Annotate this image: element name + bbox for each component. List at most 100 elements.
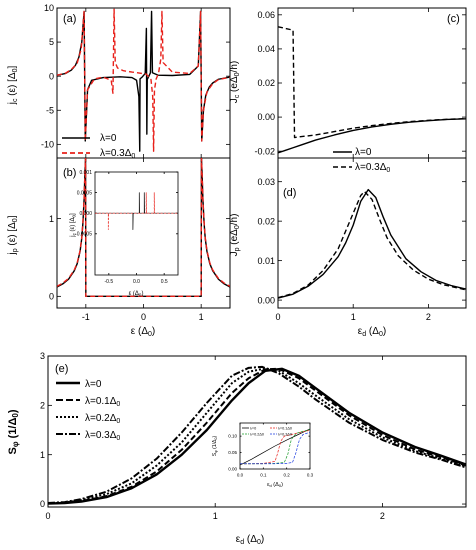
xtick-label-d-0: 0 (275, 312, 280, 322)
panel-d-plot: 0 1 2 0.00 0.01 0.02 0.03 (257, 158, 466, 322)
panel-b-ylabel: jp (ε) [Δ0] (7, 215, 19, 255)
ytick-label-d-0: 0.00 (257, 295, 275, 305)
ytick-label-b-1: 1 (49, 214, 54, 224)
xtick-label-e-2: 2 (380, 511, 385, 521)
legend-e-text-1: λ=0.1Δ0 (85, 396, 120, 408)
ytick-label-e-3: 3 (40, 351, 45, 361)
ytick-label-c-1: 0.00 (257, 112, 275, 122)
xtick-label-d-1: 1 (351, 312, 356, 322)
xtick-label-b-inset-1: 0.0 (133, 279, 140, 285)
panel-c-plot: -0.02 0.00 0.02 0.04 0.06 (254, 8, 466, 158)
einset-legend-text-2: λ=0.2Δ0 (250, 433, 264, 437)
xtick-label-e-0: 0 (45, 511, 50, 521)
series-b-1 (57, 158, 230, 298)
legend-e-text-0: λ=0 (85, 379, 102, 390)
panel-b-inset-xlabel: ε (Δ0) (129, 291, 144, 298)
panel-e-ylabel: Sφ (1/Δ0) (7, 409, 20, 454)
ytick-label-b-0: 0 (49, 291, 54, 301)
ytick-label-e-inset-1: 0.05 (228, 450, 237, 455)
ytick-label-c-0: -0.02 (254, 146, 275, 156)
ytick-label-c-4: 0.06 (257, 10, 275, 20)
panel-e-inset-ylabel: Sφ (1/Δ0) (212, 435, 218, 456)
series-e-1 (48, 367, 466, 505)
ytick-label-e-1: 1 (40, 450, 45, 460)
ytick-label-b-inset-3: 0.001 (79, 170, 92, 176)
panel-b-xlabel: ε (Δ0) (131, 326, 156, 338)
ytick-label-e-0: 0 (40, 499, 45, 509)
xtick-label-d-2: 2 (426, 312, 431, 322)
ytick-label-b-inset-0: -0.0005 (75, 232, 92, 238)
ytick-label-b-inset-1: 0.000 (79, 211, 92, 217)
xtick-label-b-0: -1 (82, 312, 90, 322)
panel-b: -1 0 1 0 1 (b) jp (ε) [Δ0] ε (Δ0) -0.5 0.0 0.5… (7, 157, 231, 338)
panel-e-inset-legend: λ=0 λ=0.1Δ0 λ=0.2Δ0 λ=0.3Δ0 (242, 427, 292, 437)
ytick-label-c-2: 0.02 (257, 78, 275, 88)
series-b-inset-1 (95, 192, 178, 231)
panel-a-ylabel: jc (ε) [Δ0] (7, 66, 19, 106)
xtick-label-e-1: 1 (213, 511, 218, 521)
einset-legend-text-3: λ=0.3Δ0 (278, 433, 292, 437)
panel-b-label: (b) (63, 167, 76, 179)
panel-b-inset-frame (94, 171, 179, 276)
panel-c-frame (277, 7, 467, 159)
xtick-label-e-inset-3: 0.3 (307, 473, 314, 478)
xtick-label-e-inset-2: 0.2 (284, 473, 291, 478)
ytick-label-b-inset-2: 0.0005 (77, 190, 93, 196)
series-e-inset-3 (240, 431, 310, 465)
panel-d-ylabel: Jp (eΔ0/h) (229, 214, 241, 257)
ytick-label-e-2: 2 (40, 400, 45, 410)
panel-e-frame (47, 355, 467, 508)
ytick-label-a-4: 10 (44, 3, 54, 13)
panel-e-xlabel: εd (Δ0) (236, 534, 264, 546)
xtick-label-b-1: 0 (141, 312, 146, 322)
panel-b-inset-ylabel: jc (ε) [Δ0] (70, 213, 77, 238)
ytick-label-a-3: 5 (49, 37, 54, 47)
panel-b-plot: -1 0 1 0 1 (49, 158, 230, 322)
panel-a-label: (a) (63, 13, 76, 25)
legend-e-text-3: λ=0.3Δ0 (85, 430, 120, 442)
panel-c-label: (c) (447, 13, 460, 25)
ytick-label-a-0: -10 (41, 140, 54, 150)
series-b-inset-0 (95, 192, 178, 231)
panel-b-inset-plot: -0.5 0.0 0.5 -0.0005 0.000 0.0005 0.001 (75, 170, 178, 285)
einset-legend-text-1: λ=0.1Δ0 (278, 427, 292, 431)
series-a-0 (57, 10, 230, 152)
ytick-label-c-3: 0.04 (257, 44, 275, 54)
panel-c-ylabel: Jc (eΔ0/h) (229, 61, 241, 103)
xtick-label-b-inset-0: -0.5 (105, 279, 114, 285)
legend-c-text-1: λ=0.3Δ0 (355, 162, 390, 174)
ytick-label-e-inset-2: 0.10 (228, 434, 237, 439)
panel-d: 0 1 2 0.00 0.01 0.02 0.03 (d) Jp (eΔ0/h) εd (Δ… (229, 157, 467, 338)
panel-d-frame (277, 157, 467, 309)
legend-a-text-1: λ=0.3Δ0 (100, 148, 135, 160)
panel-c: -0.02 0.00 0.02 0.04 0.06 (c) λ=0 λ=0.3Δ0 Jc… (229, 7, 467, 174)
xtick-label-e-inset-0: 0.0 (237, 473, 244, 478)
panel-e-plot: 0 1 2 0 1 2 3 (40, 351, 466, 521)
series-e-2 (48, 367, 466, 505)
series-c-1 (278, 26, 466, 139)
ytick-label-a-1: -5 (46, 105, 54, 115)
ytick-label-e-inset-0: 0.00 (228, 467, 237, 472)
panel-a: -10 -5 0 5 10 (a) λ=0 λ=0.3Δ0 jc (ε) [Δ0] (7, 3, 231, 160)
ytick-label-d-2: 0.02 (257, 216, 275, 226)
panel-e-inset-plot: 0.0 0.1 0.2 0.3 0.00 0.05 0.10 (228, 423, 314, 478)
series-a-1 (57, 8, 230, 152)
einset-legend-text-0: λ=0 (250, 427, 256, 431)
panel-e-inset-xlabel: εd (Δ0) (267, 482, 283, 488)
series-d-0 (278, 188, 466, 299)
series-d-1 (278, 190, 466, 299)
series-e-inset-0 (240, 428, 310, 466)
ytick-label-d-1: 0.01 (257, 256, 275, 266)
panel-d-xlabel: εd (Δ0) (358, 326, 386, 338)
xtick-label-b-inset-2: 0.5 (161, 279, 168, 285)
legend-c-text-0: λ=0 (355, 147, 372, 158)
xtick-label-b-2: 1 (199, 312, 204, 322)
panel-d-label: (d) (283, 187, 296, 199)
series-e-3 (48, 365, 466, 505)
ytick-label-a-2: 0 (49, 71, 54, 81)
series-c-0 (278, 118, 466, 154)
panel-e-label: (e) (55, 363, 68, 375)
xtick-label-e-inset-1: 0.1 (260, 473, 267, 478)
